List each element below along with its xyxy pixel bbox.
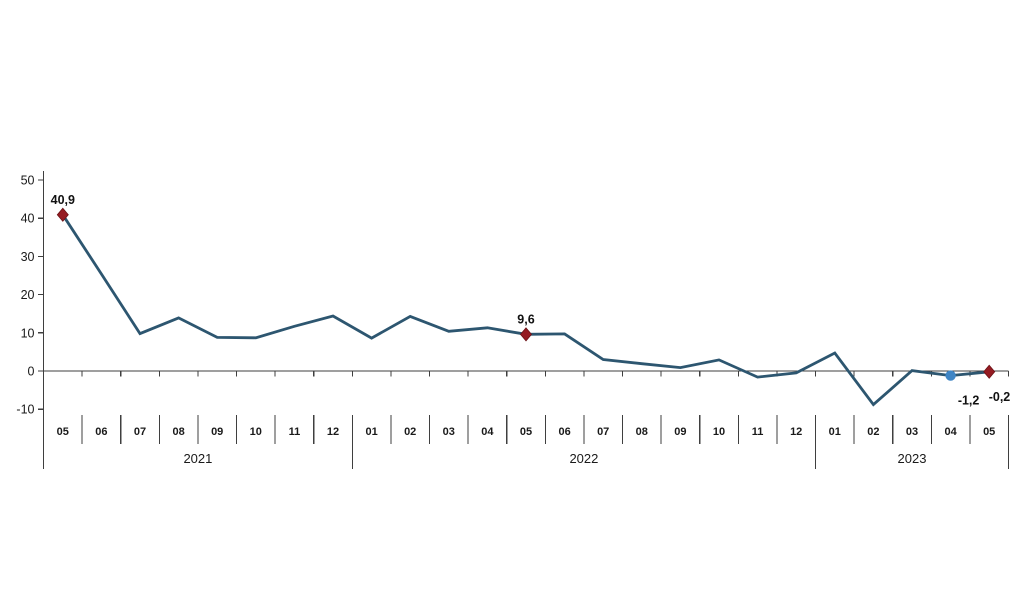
x-axis-month-label: 09: [674, 426, 686, 438]
x-axis-month-label: 12: [327, 426, 339, 438]
x-axis-month-label: 05: [520, 426, 532, 438]
y-axis-tick-label: 40: [21, 212, 35, 226]
x-axis-month-label: 05: [983, 426, 995, 438]
x-axis-month-label: 02: [404, 426, 416, 438]
x-axis-month-label: 11: [752, 426, 764, 438]
y-axis-tick-label: 20: [21, 288, 35, 302]
x-axis-month-label: 08: [636, 426, 648, 438]
x-axis-month-label: 09: [211, 426, 223, 438]
data-point-marker-diamond: [983, 364, 996, 379]
x-axis-month-label: 03: [906, 426, 918, 438]
x-axis-month-label: 06: [558, 426, 570, 438]
x-axis-month-label: 10: [713, 426, 725, 438]
x-axis-month-label: 04: [944, 426, 957, 438]
x-axis-month-label: 10: [250, 426, 262, 438]
x-axis-month-label: 11: [289, 426, 301, 438]
x-axis-year-label: 2023: [898, 451, 927, 466]
data-point-label: -0,2: [989, 390, 1011, 404]
x-axis-month-label: 02: [867, 426, 879, 438]
x-axis-month-label: 01: [829, 426, 841, 438]
x-axis-month-label: 01: [365, 426, 377, 438]
data-point-label: 40,9: [51, 193, 75, 207]
data-point-marker-diamond: [519, 327, 533, 342]
x-axis-month-label: 08: [172, 426, 184, 438]
y-axis-tick-label: 30: [21, 250, 35, 264]
x-axis-month-label: 06: [95, 426, 107, 438]
series-line: [61, 214, 990, 407]
x-axis-month-label: 12: [790, 426, 802, 438]
y-axis-tick-label: 10: [21, 326, 35, 340]
y-axis-tick-label: -10: [16, 403, 34, 417]
x-axis-year-label: 2022: [569, 451, 598, 466]
data-point-label: -1,2: [958, 394, 980, 408]
data-point-marker-circle: [945, 370, 956, 381]
y-axis-tick-label: 50: [21, 174, 35, 188]
x-axis-month-label: 04: [481, 426, 494, 438]
y-axis-tick-label: 0: [28, 365, 35, 379]
data-point-marker-diamond: [56, 207, 69, 222]
x-axis-month-label: 05: [57, 426, 69, 438]
x-axis-month-label: 07: [134, 426, 146, 438]
x-axis-month-label: 03: [443, 426, 455, 438]
x-axis-month-label: 07: [597, 426, 609, 438]
data-point-label: 9,6: [517, 312, 534, 326]
x-axis-year-label: 2021: [183, 451, 212, 466]
